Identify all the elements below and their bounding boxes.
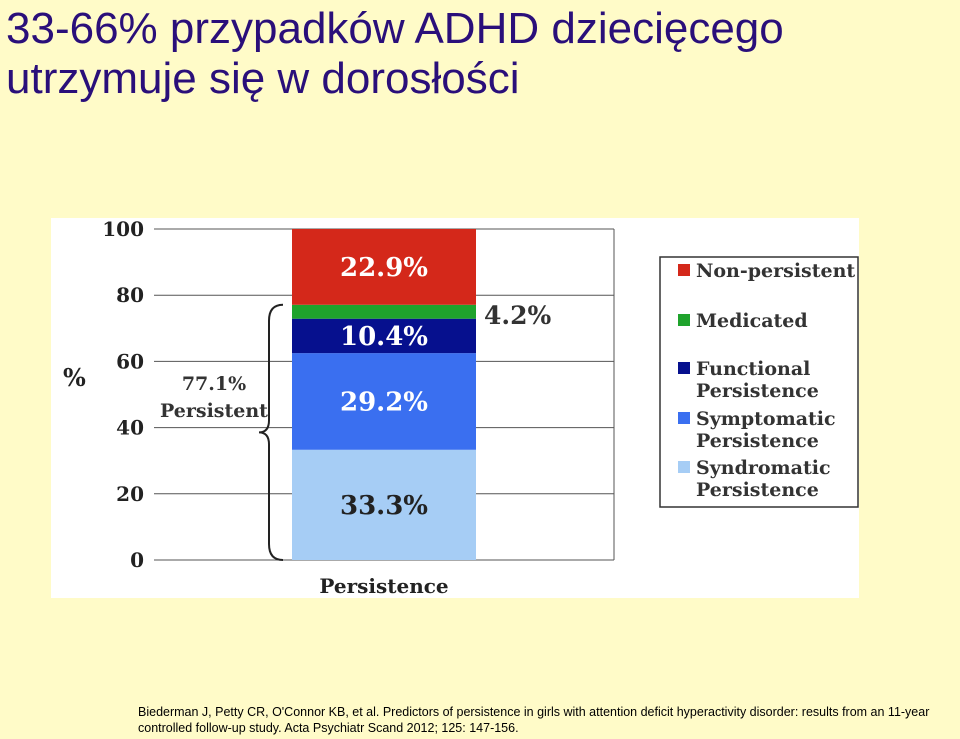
legend-label: Persistence (696, 380, 819, 402)
y-tick-label: 20 (116, 482, 144, 506)
annotation-label: Persistent (160, 400, 268, 422)
legend-label: Functional (696, 358, 810, 380)
x-tick-label: Persistence (319, 574, 448, 598)
legend-label: Non-persistent (696, 260, 855, 282)
slide-title-line1: 33-66% przypadków ADHD dziecięcego (6, 4, 784, 53)
bar-segment (292, 449, 476, 560)
slide-title: 33-66% przypadków ADHD dziecięcego utrzy… (6, 4, 956, 104)
legend-label: Medicated (696, 310, 808, 332)
legend-label: Persistence (696, 479, 819, 501)
citation-line1: Biederman J, Petty CR, O'Connor KB, et a… (138, 705, 930, 719)
y-tick-label: 80 (116, 283, 144, 307)
bar-segment (292, 353, 476, 450)
legend-swatch (678, 362, 690, 374)
citation-line2: controlled follow-up study. Acta Psychia… (138, 721, 519, 735)
legend-label: Symptomatic (696, 408, 836, 430)
data-label: 4.2% (484, 301, 551, 330)
legend-label: Persistence (696, 430, 819, 452)
citation: Biederman J, Petty CR, O'Connor KB, et a… (138, 704, 958, 736)
bar-segment (292, 318, 476, 354)
legend-swatch (678, 314, 690, 326)
legend-swatch (678, 264, 690, 276)
annotation-value: 77.1% (182, 373, 246, 395)
bar-segment (292, 304, 476, 319)
data-label: 10.4% (340, 322, 428, 352)
bar-segment (292, 229, 476, 305)
y-tick-label: 100 (102, 218, 144, 241)
y-axis-label: % (63, 363, 86, 392)
brace (258, 303, 284, 561)
chart-svg: 0 20 40 60 80 100% 33.3% 29.2% 10.4% 4.2% 22.9% Per… (63, 217, 859, 598)
data-label: 29.2% (340, 387, 428, 417)
data-label: 22.9% (340, 253, 428, 283)
legend-swatch (678, 412, 690, 424)
y-tick-label: 60 (116, 349, 144, 373)
y-tick-label: 40 (116, 416, 144, 440)
legend-box (659, 256, 859, 508)
y-tick-label: 0 (130, 548, 144, 572)
legend-swatch (678, 461, 690, 473)
slide-title-line2: utrzymuje się w dorosłości (6, 54, 520, 103)
legend-label: Syndromatic (696, 457, 831, 479)
stacked-bar-chart: 0 20 40 60 80 100% 33.3% 29.2% 10.4% 4.2% 22.9% Per… (51, 217, 859, 598)
data-label: 33.3% (340, 491, 428, 521)
